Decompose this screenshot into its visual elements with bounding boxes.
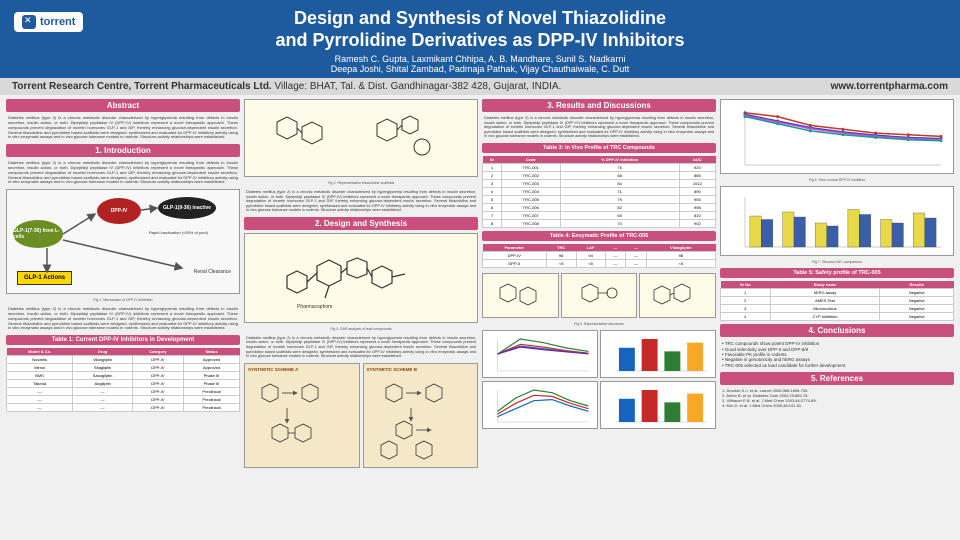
table4: ParameterTRCLAF——Vildagliptin DPP-IV9694… bbox=[482, 244, 716, 268]
results-title: 3. Results and Discussions bbox=[482, 99, 716, 112]
scheme-a-svg bbox=[247, 373, 357, 465]
content-grid: Abstract Diabetes mellitus (type 2) is a… bbox=[0, 95, 960, 535]
table5: Sr NoStudy nameResults 1hERG assayNegati… bbox=[720, 281, 954, 321]
mini-charts-row-2 bbox=[482, 381, 716, 429]
mini-charts-row bbox=[482, 330, 716, 378]
structure-panel-1 bbox=[244, 99, 478, 177]
compound-grid bbox=[482, 273, 716, 318]
scheme-a: SYNTHETIC SCHEME A bbox=[244, 363, 360, 468]
intro-title: 1. Introduction bbox=[6, 144, 240, 157]
pk-chart bbox=[482, 381, 598, 429]
struct1-caption: Fig 2. Representative thiazolidine scaff… bbox=[244, 180, 478, 186]
diagram-caption: Fig 1. Mechanism of DPP-IV inhibition bbox=[6, 297, 240, 303]
chart1-caption: Fig 6. Time-course DPP-IV inhibition bbox=[720, 177, 954, 183]
diagram-arrows bbox=[7, 190, 237, 294]
auc-chart bbox=[600, 330, 716, 378]
glp1-diagram: GLP-1(7-36) from L-cells DPP-IV GLP-1(9-… bbox=[6, 189, 240, 294]
line-chart-main bbox=[720, 99, 954, 174]
market-table: Model & Co.DrugCategoryStatus NovartisVi… bbox=[6, 348, 240, 412]
title-line-2: and Pyrrolidine Derivatives as DPP-IV In… bbox=[12, 30, 948, 52]
logo-text: torrent bbox=[40, 16, 75, 28]
table5-title: Table 5: Safety profile of TRC-005 bbox=[720, 268, 954, 278]
cmpd-3 bbox=[639, 273, 716, 318]
conclusions-text: • TRC compounds show potent DPP-IV inhib… bbox=[720, 340, 954, 369]
table4-title: Table 4: Enzymatic Profile of TRC-005 bbox=[482, 231, 716, 241]
conclusions-title: 4. Conclusions bbox=[720, 324, 954, 337]
poster-header: torrent Design and Synthesis of Novel Th… bbox=[0, 0, 960, 78]
scheme-row: SYNTHETIC SCHEME A bbox=[244, 363, 478, 468]
abstract-text: Diabetes mellitus (type 2) is a chronic … bbox=[6, 115, 240, 141]
sar-caption: Fig 3. SAR analysis of lead compounds bbox=[244, 326, 478, 332]
design-title: 2. Design and Synthesis bbox=[244, 217, 478, 230]
intro-text: Diabetes mellitus (type 2) is a chronic … bbox=[6, 160, 240, 186]
authors-line-2: Deepa Joshi, Shital Zambad, Padmaja Path… bbox=[12, 64, 948, 74]
column-1: Abstract Diabetes mellitus (type 2) is a… bbox=[6, 99, 240, 531]
chart2-svg bbox=[725, 191, 949, 253]
svg-text:Pharmacophore: Pharmacophore bbox=[297, 304, 333, 310]
table3-title: Table 3: In Vivo Profile of TRC Compound… bbox=[482, 143, 716, 153]
chart1-svg bbox=[725, 104, 949, 171]
column-3: 3. Results and Discussions Diabetes mell… bbox=[482, 99, 716, 531]
column-4: Fig 6. Time-course DPP-IV inhibition Fig… bbox=[720, 99, 954, 531]
title-line-1: Design and Synthesis of Novel Thiazolidi… bbox=[12, 8, 948, 30]
abstract-title: Abstract bbox=[6, 99, 240, 112]
poster-title: Design and Synthesis of Novel Thiazolidi… bbox=[12, 8, 948, 51]
company-logo: torrent bbox=[14, 12, 83, 32]
authors-line-1: Ramesh C. Gupta, Laxmikant Chhipa, A. B.… bbox=[12, 54, 948, 64]
affiliation-bar: Torrent Research Centre, Torrent Pharmac… bbox=[0, 78, 960, 95]
affil-org: Torrent Research Centre, Torrent Pharmac… bbox=[12, 81, 561, 92]
table3: SrCode% DPP-IV inhibitionAUC 1TRC-001769… bbox=[482, 156, 716, 228]
bar-chart-main bbox=[720, 186, 954, 256]
auc-svg bbox=[605, 335, 711, 375]
compounds-caption: Fig 5. Representative structures bbox=[482, 321, 716, 327]
results-text: Diabetes mellitus (type 2) is a chronic … bbox=[482, 115, 716, 140]
molecule-structures-top bbox=[247, 102, 475, 176]
design-intro-text: Diabetes mellitus (type 2) is a chronic … bbox=[244, 189, 478, 214]
scheme-b: SYNTHETIC SCHEME B bbox=[363, 363, 479, 468]
chart2-caption: Fig 7. Glucose AUC comparison bbox=[720, 259, 954, 265]
references-title: 5. References bbox=[720, 372, 954, 385]
bar-mini bbox=[600, 381, 716, 429]
scheme-b-svg bbox=[366, 373, 476, 465]
bar-mini-svg bbox=[605, 386, 711, 426]
logo-icon bbox=[22, 15, 36, 29]
ogtt-chart bbox=[482, 330, 598, 378]
design-text: Diabetes mellitus (type 2) is a chronic … bbox=[244, 335, 478, 360]
ogtt-svg bbox=[487, 335, 593, 375]
poster-root: torrent Design and Synthesis of Novel Th… bbox=[0, 0, 960, 540]
sar-molecule: Pharmacophore bbox=[247, 236, 475, 322]
references-text: 1. Drucker D.J. et al. Lancet 2006;368:1… bbox=[720, 388, 954, 409]
pk-svg bbox=[487, 386, 593, 426]
intro-text-2: Diabetes mellitus (type 2) is a chronic … bbox=[6, 306, 240, 332]
cmpd-1 bbox=[482, 273, 559, 318]
sar-panel: Pharmacophore bbox=[244, 233, 478, 323]
affil-url: www.torrentpharma.com bbox=[831, 81, 948, 92]
column-2: Fig 2. Representative thiazolidine scaff… bbox=[244, 99, 478, 531]
cmpd-2 bbox=[561, 273, 638, 318]
market-table-title: Table 1: Current DPP-IV Inhibitors in De… bbox=[6, 335, 240, 345]
authors: Ramesh C. Gupta, Laxmikant Chhipa, A. B.… bbox=[12, 54, 948, 74]
